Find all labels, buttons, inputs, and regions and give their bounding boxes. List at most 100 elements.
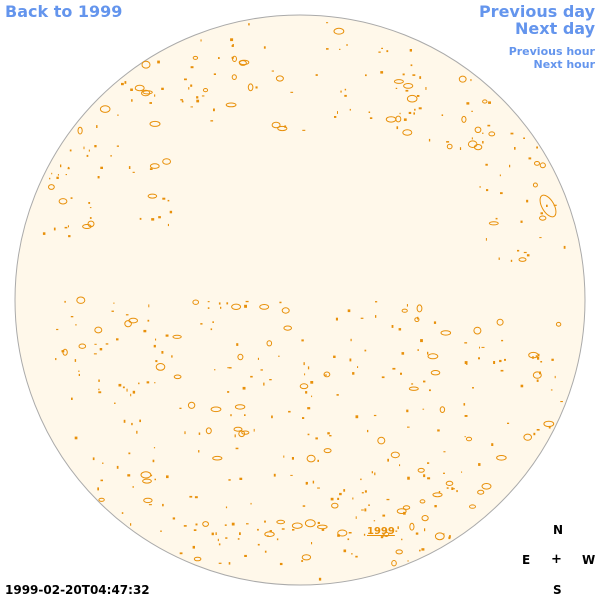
contour-speck xyxy=(427,353,439,360)
contour-speck xyxy=(230,38,234,42)
contour-speck xyxy=(352,372,355,375)
contour-speck xyxy=(430,370,441,376)
contour-speck xyxy=(386,498,390,501)
contour-speck xyxy=(413,112,415,115)
contour-speck xyxy=(327,432,330,435)
contour-speck xyxy=(89,207,92,209)
contour-speck xyxy=(122,386,125,389)
contour-speck xyxy=(439,406,446,414)
contour-speck xyxy=(406,94,418,103)
contour-speck xyxy=(550,389,553,391)
contour-speck xyxy=(211,532,214,536)
contour-speck xyxy=(173,374,182,380)
contour-speck xyxy=(419,549,421,552)
contour-speck xyxy=(523,251,527,254)
contour-speck xyxy=(482,99,488,104)
contour-speck xyxy=(78,373,80,376)
contour-speck xyxy=(539,162,546,169)
contour-speck xyxy=(520,384,524,388)
contour-speck xyxy=(305,481,308,485)
contour-speck xyxy=(70,197,73,199)
contour-speck xyxy=(315,74,318,76)
contour-speck xyxy=(321,528,325,531)
contour-speck xyxy=(55,358,57,361)
contour-speck xyxy=(207,307,210,309)
contour-speck xyxy=(414,108,416,111)
contour-speck xyxy=(446,143,453,150)
contour-speck xyxy=(526,199,529,203)
contour-speck xyxy=(167,199,170,202)
contour-speck xyxy=(507,422,510,424)
contour-speck xyxy=(69,149,72,152)
contour-speck xyxy=(230,414,232,417)
contour-speck xyxy=(152,459,155,463)
contour-speck xyxy=(291,522,303,529)
contour-speck xyxy=(493,361,496,364)
contour-speck xyxy=(355,555,358,558)
contour-speck xyxy=(532,371,542,379)
compass-west: W xyxy=(582,553,596,567)
contour-speck xyxy=(380,71,384,74)
contour-speck xyxy=(288,410,291,413)
contour-speck xyxy=(155,363,166,371)
contour-speck xyxy=(130,393,132,397)
contour-speck xyxy=(331,502,339,509)
contour-speck xyxy=(238,430,246,438)
contour-speck xyxy=(465,436,473,442)
contour-speck xyxy=(193,529,197,531)
contour-speck xyxy=(180,99,183,101)
next-hour-link[interactable]: Next hour xyxy=(533,58,596,71)
contour-speck xyxy=(464,436,466,438)
contour-speck xyxy=(218,543,221,546)
contour-speck xyxy=(377,436,386,445)
contour-speck xyxy=(278,355,280,357)
contour-speck xyxy=(336,394,339,396)
contour-speck xyxy=(123,419,126,423)
contour-speck xyxy=(94,326,103,334)
compass-south: S xyxy=(553,583,562,597)
contour-speck xyxy=(192,299,199,305)
contour-speck xyxy=(423,474,426,478)
previous-hour-link[interactable]: Previous hour xyxy=(508,45,595,58)
contour-speck xyxy=(443,472,445,474)
contour-speck xyxy=(337,111,338,114)
contour-speck xyxy=(245,300,249,303)
contour-speck xyxy=(184,431,186,435)
contour-speck xyxy=(415,532,419,535)
contour-speck xyxy=(187,401,196,409)
contour-speck xyxy=(264,531,275,538)
contour-speck xyxy=(153,447,156,449)
contour-speck xyxy=(188,87,190,90)
contour-speck xyxy=(194,496,198,499)
contour-speck xyxy=(510,259,513,262)
contour-speck xyxy=(218,562,222,564)
contour-speck xyxy=(398,328,402,331)
contour-speck xyxy=(248,23,250,26)
contour-speck xyxy=(99,348,103,351)
next-day-link[interactable]: Next day xyxy=(515,19,595,38)
contour-speck xyxy=(303,362,305,366)
contour-speck xyxy=(337,497,340,500)
contour-speck xyxy=(125,314,129,316)
contour-speck xyxy=(405,89,409,92)
contour-speck xyxy=(532,182,538,188)
contour-loop xyxy=(539,194,557,218)
contour-speck xyxy=(438,491,441,493)
contour-speck xyxy=(533,432,536,436)
contour-speck xyxy=(217,538,219,542)
contour-speck xyxy=(154,478,156,481)
contour-speck xyxy=(546,204,548,207)
contour-speck xyxy=(440,330,452,336)
contour-speck xyxy=(536,146,538,149)
back-to-year-link[interactable]: Back to 1999 xyxy=(5,2,123,21)
year-marker-label[interactable]: 1999 xyxy=(367,526,395,537)
contour-speck xyxy=(139,217,142,220)
contour-speck xyxy=(407,560,409,562)
contour-speck xyxy=(184,78,187,81)
contour-speck xyxy=(523,137,525,139)
contour-speck xyxy=(478,463,481,466)
contour-speck xyxy=(86,154,89,157)
contour-speck xyxy=(349,358,352,362)
contour-speck xyxy=(271,70,274,72)
previous-day-link[interactable]: Previous day xyxy=(478,2,595,21)
